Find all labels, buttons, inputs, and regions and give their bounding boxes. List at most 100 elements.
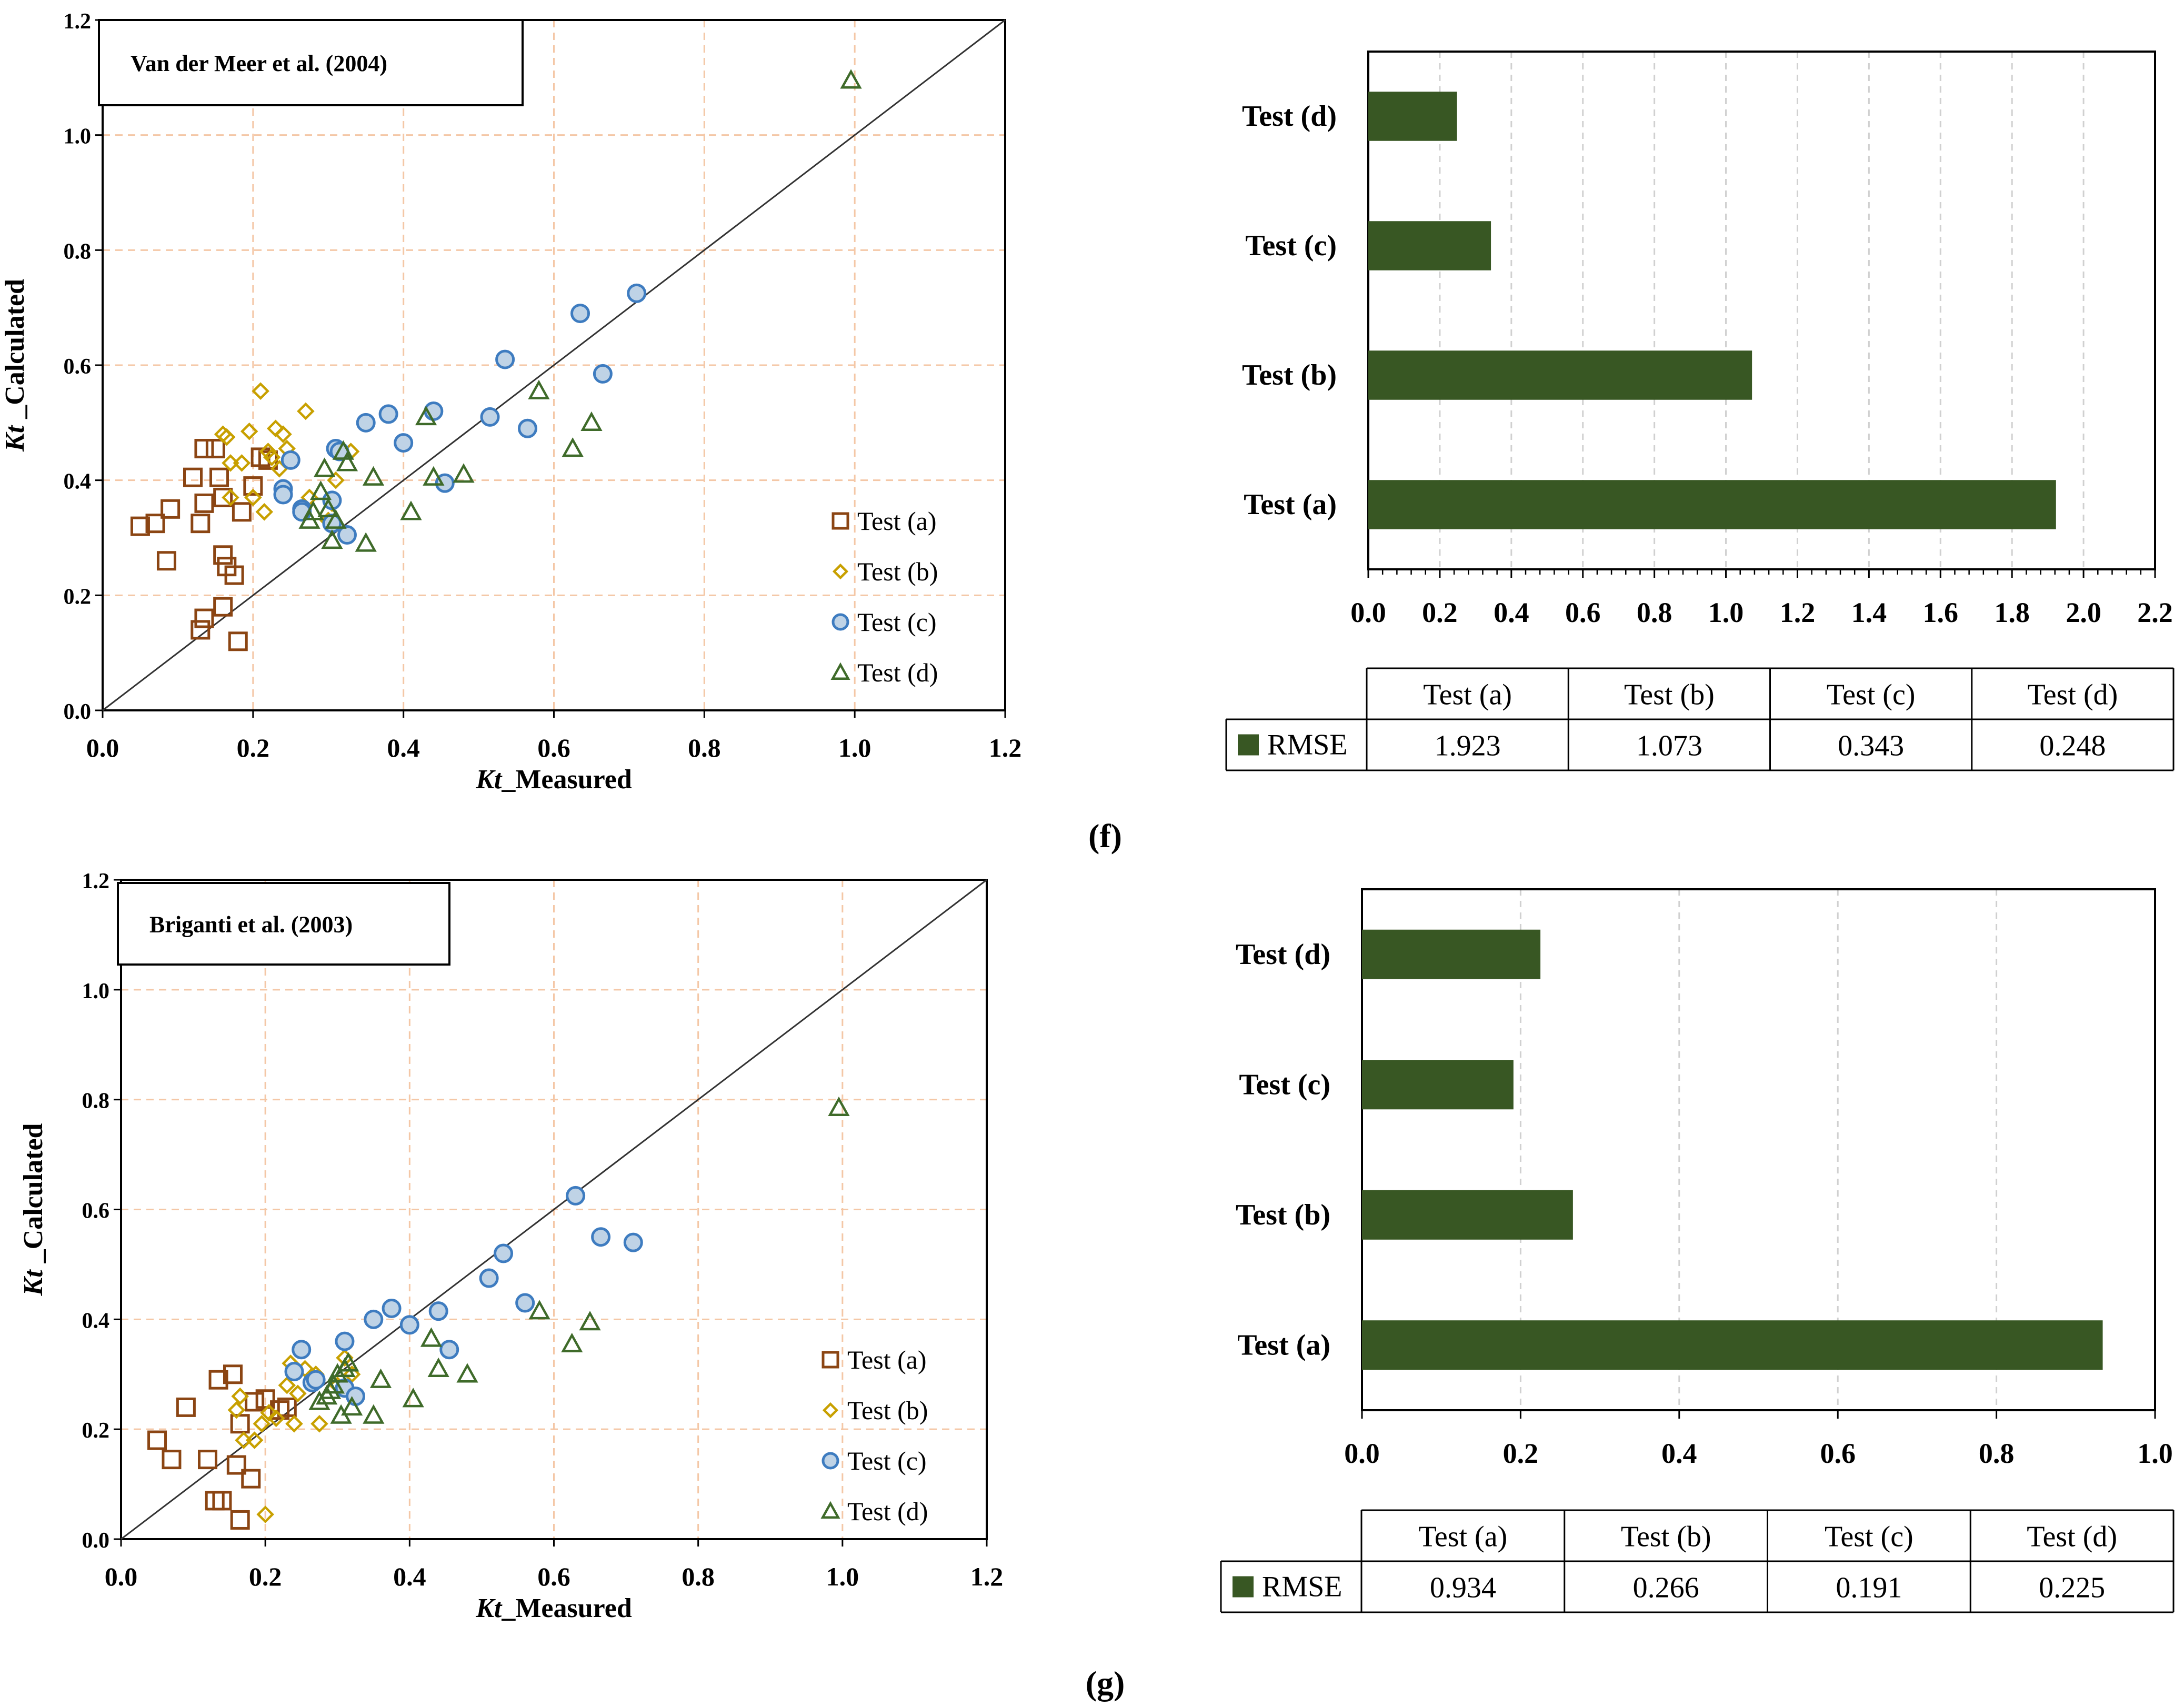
data-point-diamond [278,1376,296,1394]
data-point-triangle [336,451,358,471]
data-point-square [191,514,211,534]
x-tick-label: 1.0 [838,733,871,762]
data-point-square [213,597,233,617]
table-header: Test (b) [1621,1521,1711,1553]
data-point-diamond [222,488,239,507]
bar-x-tick-label: 2.2 [2137,597,2173,628]
data-point-circle [306,1370,326,1390]
data-point-diamond [274,425,292,443]
y-tick-label: 1.0 [82,979,110,1003]
table-value: 0.191 [1836,1572,1902,1604]
data-point-triangle [828,1096,850,1117]
data-point-triangle [580,411,603,431]
data-point-triangle [317,497,339,518]
legend-marker-circle [821,1452,839,1470]
y-tick-label: 0.0 [82,1529,110,1553]
x-tick-label: 0.0 [86,733,119,762]
table-value: 0.343 [1838,730,1904,762]
data-point-circle [479,1268,499,1288]
data-point-triangle [579,1311,601,1331]
data-point-square [198,1450,217,1470]
chart-title-box [117,882,450,966]
x-tick-label: 0.8 [682,1562,715,1591]
y-tick-label: 1.0 [64,125,92,149]
data-point-triangle [337,1352,359,1372]
data-point-triangle [326,1363,348,1383]
bar-1 [1362,1190,1573,1240]
y-axis-title-rest: _Calculated [18,1123,48,1270]
x-tick-label: 0.8 [688,733,721,762]
data-point-circle [495,349,515,369]
data-point-square [194,439,214,459]
data-point-diamond [260,1404,278,1422]
data-point-square [255,1389,275,1409]
data-point-circle [364,1309,384,1329]
data-point-circle [335,1331,355,1351]
data-point-triangle [355,532,377,552]
legend-label: Test (b) [857,557,938,586]
legend-label: Test (a) [847,1345,927,1374]
data-point-triangle [528,1300,550,1320]
bar-2 [1368,221,1491,270]
data-point-circle [378,404,398,424]
data-point-square [156,551,176,571]
bar-x-tick-label: 0.4 [1494,597,1529,628]
table-legend-swatch [1233,1576,1254,1598]
bar-3 [1362,929,1541,979]
data-point-square [241,1469,261,1489]
data-point-circle [399,1315,419,1335]
data-point-triangle [309,480,332,500]
data-point-circle [517,418,537,438]
bar-plot-frame [1367,51,2156,570]
x-tick-label: 0.2 [249,1562,282,1591]
data-point-square [145,514,165,534]
chart-title: Van der Meer et al. (2004) [131,51,387,76]
bar-2 [1362,1060,1514,1110]
legend-marker-square [821,1351,839,1369]
data-point-diamond [253,1414,271,1433]
legend-label: Test (c) [847,1446,927,1475]
data-point-square [228,631,248,651]
data-point-square [161,499,181,519]
data-point-diamond [255,503,274,521]
data-point-diamond [233,454,251,472]
data-point-circle [627,283,647,303]
data-point-circle [292,1340,312,1360]
data-point-triangle [369,1368,392,1388]
data-point-square [277,1397,297,1417]
x-tick-label: 0.0 [105,1562,138,1591]
x-tick-label: 1.2 [970,1562,1004,1591]
chart-title-box [98,19,524,106]
y-tick-label: 0.2 [64,585,92,609]
table-legend-swatch [1238,734,1259,756]
category-label: Test (c) [1245,229,1337,262]
y-tick-label: 1.2 [82,869,110,893]
data-point-diamond [244,488,262,507]
x-axis-title: Kt_Measured [475,765,632,795]
panel-label-g: (g) [1086,1664,1125,1702]
data-point-circle [515,1293,535,1313]
x-tick-label: 1.2 [989,733,1022,762]
category-label: Test (b) [1242,359,1337,391]
x-tick-label: 0.6 [537,1562,570,1591]
table-header: Test (c) [1825,1521,1913,1553]
data-point-circle [494,1243,514,1263]
table-header: Test (c) [1827,679,1916,711]
data-point-triangle [415,405,437,426]
data-point-square [212,1491,232,1511]
data-point-triangle [561,1332,583,1353]
data-point-triangle [341,1395,363,1416]
data-point-square [224,565,244,585]
data-point-square [208,1370,228,1390]
bar-x-tick-label: 0.2 [1422,597,1458,628]
bar-x-tick-label: 0.8 [1979,1438,2015,1469]
data-point-triangle [427,1357,449,1377]
y-tick-label: 0.8 [64,239,92,264]
table-header: Test (b) [1624,679,1715,711]
table-value: 0.266 [1633,1572,1699,1604]
data-point-circle [591,1227,611,1247]
y-axis-title: Kt _Calculated [0,279,30,452]
x-tick-label: 0.4 [393,1562,426,1591]
bar-x-tick-label: 0.0 [1344,1438,1380,1469]
data-point-square [232,502,252,522]
